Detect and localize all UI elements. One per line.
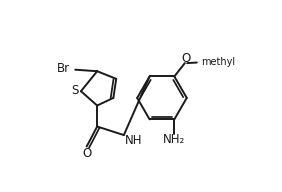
Text: S: S: [71, 84, 79, 97]
Text: O: O: [82, 147, 91, 160]
Text: methyl: methyl: [201, 57, 235, 67]
Text: NH₂: NH₂: [163, 133, 186, 146]
Text: NH: NH: [125, 134, 142, 147]
Text: O: O: [181, 52, 190, 65]
Text: Br: Br: [57, 62, 70, 75]
